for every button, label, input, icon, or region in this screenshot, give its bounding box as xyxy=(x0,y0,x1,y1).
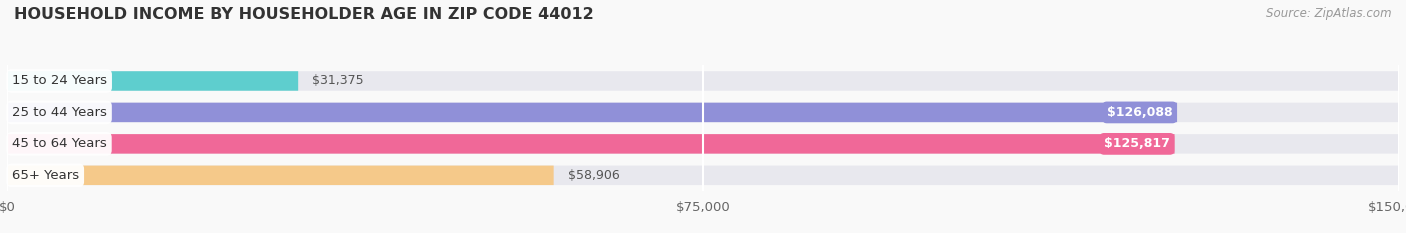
Text: 15 to 24 Years: 15 to 24 Years xyxy=(11,75,107,87)
FancyBboxPatch shape xyxy=(7,71,1399,91)
FancyBboxPatch shape xyxy=(7,103,1177,122)
FancyBboxPatch shape xyxy=(7,166,554,185)
Text: 65+ Years: 65+ Years xyxy=(11,169,79,182)
Text: HOUSEHOLD INCOME BY HOUSEHOLDER AGE IN ZIP CODE 44012: HOUSEHOLD INCOME BY HOUSEHOLDER AGE IN Z… xyxy=(14,7,593,22)
Text: $58,906: $58,906 xyxy=(568,169,619,182)
Text: 45 to 64 Years: 45 to 64 Years xyxy=(11,137,107,150)
FancyBboxPatch shape xyxy=(7,134,1399,154)
Text: Source: ZipAtlas.com: Source: ZipAtlas.com xyxy=(1267,7,1392,20)
FancyBboxPatch shape xyxy=(7,103,1399,122)
FancyBboxPatch shape xyxy=(7,166,1399,185)
Text: $31,375: $31,375 xyxy=(312,75,364,87)
FancyBboxPatch shape xyxy=(7,71,298,91)
FancyBboxPatch shape xyxy=(7,134,1174,154)
Text: $126,088: $126,088 xyxy=(1107,106,1173,119)
Text: 25 to 44 Years: 25 to 44 Years xyxy=(11,106,107,119)
Text: $125,817: $125,817 xyxy=(1104,137,1170,150)
